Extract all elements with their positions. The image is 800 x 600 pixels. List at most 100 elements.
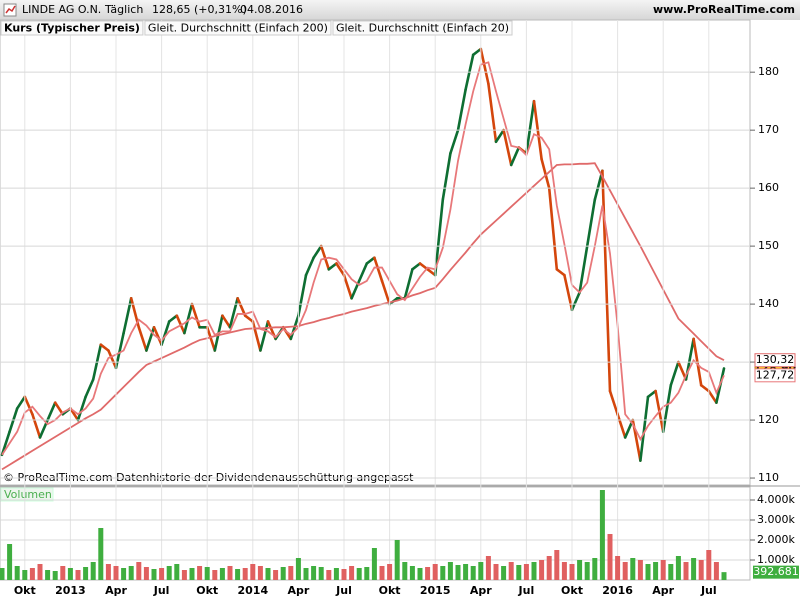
volume-bar [417, 568, 423, 580]
x-tick-label: Jul [153, 584, 170, 597]
volume-bar [607, 534, 613, 580]
x-tick-label: Apr [105, 584, 127, 597]
volume-bar [622, 562, 628, 580]
last-volume-box [753, 565, 799, 579]
price-segment [525, 99, 536, 155]
price-segment [471, 47, 483, 57]
price-segment [221, 314, 232, 329]
price-segment [570, 291, 581, 312]
price-segment [342, 273, 353, 300]
price-segment [304, 256, 315, 277]
price-segment [646, 389, 657, 399]
price-segment [616, 412, 627, 439]
volume-bar [52, 571, 58, 580]
price-segment [46, 401, 57, 422]
volume-bar [615, 556, 621, 580]
volume-bar [691, 558, 697, 580]
volume-bar [501, 566, 507, 580]
x-tick-label: Apr [287, 584, 309, 597]
volume-bar [721, 572, 727, 580]
x-tick-label: Apr [652, 584, 674, 597]
price-segment [167, 314, 179, 323]
price-segment [15, 395, 27, 410]
volume-bar [356, 568, 362, 580]
price-segment [669, 360, 680, 387]
y-tick-label: 120 [758, 413, 779, 426]
price-segment [205, 325, 217, 352]
price-segment [699, 383, 711, 393]
price-segment [449, 128, 460, 155]
price-segment [259, 320, 270, 352]
volume-bar [668, 564, 674, 580]
price-segment [555, 268, 566, 277]
price-segment [509, 146, 521, 167]
legend-entry: Gleit. Durchschnitt (Einfach 200) [148, 22, 328, 35]
volume-bar [379, 566, 385, 580]
y-tick-label: 4.000k [757, 493, 795, 506]
volume-bar [273, 570, 279, 580]
volume-bar [675, 556, 681, 580]
volume-bar [257, 566, 263, 580]
header-date: 04.08.2016 [240, 3, 303, 16]
price-segment [137, 325, 148, 352]
volume-bar [326, 570, 332, 580]
annotation: © ProRealTime.com Datenhistorie der Divi… [3, 471, 414, 484]
last-value-label: 127,72 [756, 368, 795, 381]
volume-bar [151, 569, 157, 580]
volume-bar [90, 562, 96, 580]
legend-entry: Kurs (Typischer Preis) [4, 22, 140, 35]
price-segment [494, 128, 505, 144]
volume-bar [402, 562, 408, 580]
price-segment [99, 343, 110, 352]
volume-bar [288, 566, 294, 580]
volume-bar [447, 562, 453, 580]
volume-bar [349, 566, 355, 580]
price-segment [433, 198, 445, 277]
price-segment [145, 325, 156, 352]
price-segment [251, 320, 262, 352]
volume-bar [311, 566, 317, 580]
price-segment [365, 256, 376, 265]
volume-bar [554, 550, 560, 580]
volume-bar [250, 564, 256, 580]
price-segment [487, 82, 498, 144]
price-segment [297, 273, 308, 317]
volume-bar [280, 567, 286, 580]
price-segment [183, 302, 194, 335]
volume-bar [341, 569, 347, 580]
price-segment [107, 349, 118, 370]
volume-bar [364, 567, 370, 580]
volume-bar [197, 566, 203, 580]
volume-bar [75, 570, 81, 580]
volume-title: Volumen [4, 488, 52, 501]
volume-bar [409, 566, 415, 580]
legend-box [0, 20, 144, 36]
volume-bar [136, 562, 142, 580]
volume-bar [653, 562, 659, 580]
last-value-label: 130,32 [756, 353, 795, 366]
moving-average-line [1, 61, 725, 456]
price-segment [426, 268, 437, 277]
price-segment [578, 244, 589, 294]
x-tick-label: Okt [561, 584, 583, 597]
volume-bar [219, 568, 225, 580]
price-segment [31, 412, 42, 439]
x-tick-label: 2015 [420, 584, 451, 597]
volume-bar [440, 566, 446, 580]
volume-bar [432, 564, 438, 580]
volume-bar [592, 558, 598, 580]
volume-bar [189, 568, 195, 580]
volume-bar [569, 564, 575, 580]
volume-bar [37, 564, 43, 580]
price-segment [243, 314, 255, 323]
price-segment [547, 186, 559, 271]
volume-bar [387, 564, 393, 580]
volume-bar [645, 564, 651, 580]
volume-title-box [0, 487, 54, 502]
volume-bar [531, 562, 537, 580]
y-tick-label: 140 [758, 297, 779, 310]
x-tick-label: Apr [470, 584, 492, 597]
legend-box [332, 20, 513, 36]
volume-bar [577, 560, 583, 580]
